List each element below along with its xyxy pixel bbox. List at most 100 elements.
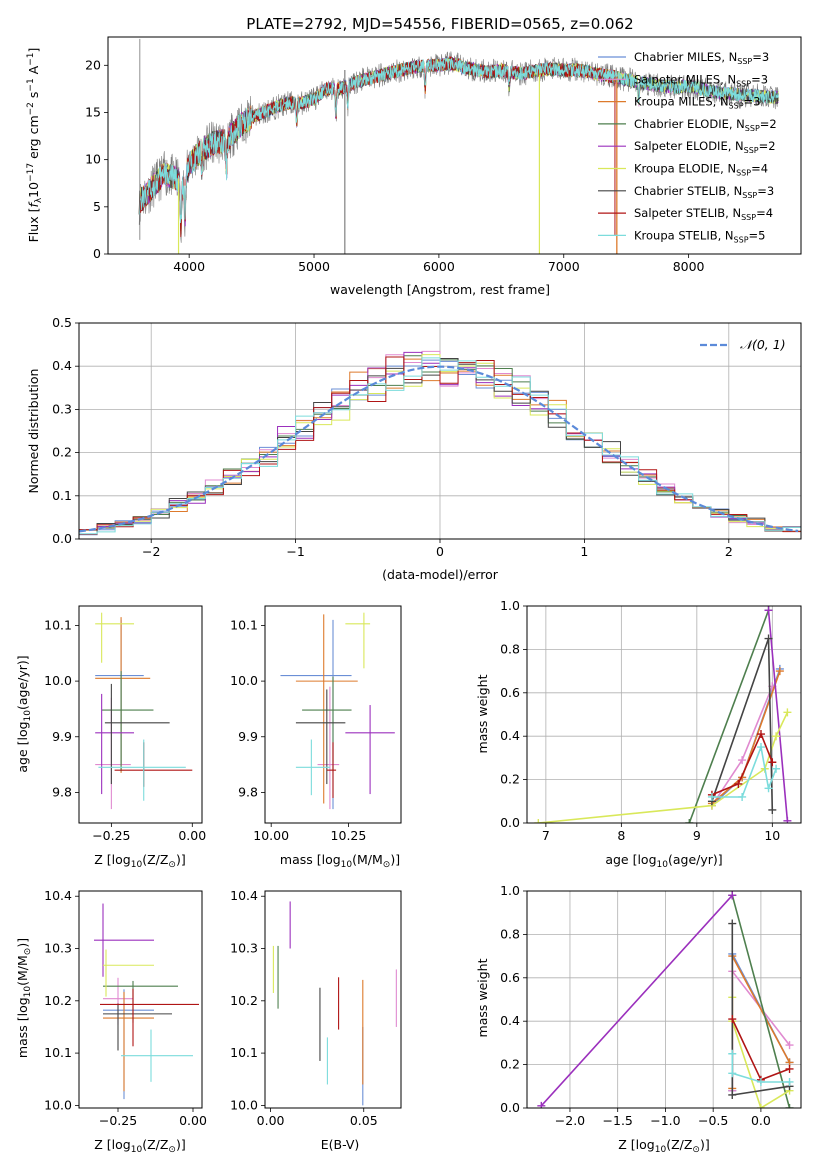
weight-marker xyxy=(785,1041,794,1050)
x-axis-label: mass [log10(M/M⊙)] xyxy=(280,852,400,870)
panel-age-vs-Z: −0.25 0.009.89.910.010.1Z [log10(Z/Z⊙)]ag… xyxy=(15,605,206,870)
x-axis-label-part: mass [log xyxy=(280,852,341,867)
weight-marker xyxy=(734,779,743,788)
legend-sub: SSP xyxy=(729,102,744,111)
y-tick-label: 0.2 xyxy=(500,1057,520,1072)
legend-label: Kroupa STELIB, NSSP=5 xyxy=(634,228,765,244)
y-tick-label: 1.0 xyxy=(500,598,520,613)
x-axis-label-part: (Z/Z xyxy=(666,1137,692,1152)
plot-area xyxy=(95,612,193,810)
y-tick-label: 0.2 xyxy=(500,772,520,787)
x-axis-label: Z [log10(Z/Z⊙)] xyxy=(94,852,185,870)
x-tick-label: 0.00 xyxy=(257,1113,285,1128)
legend-val: =4 xyxy=(751,162,768,176)
y-axis-label-part: A xyxy=(26,65,41,78)
x-axis-label-part: ⊙ xyxy=(168,860,176,870)
x-tick-label: 7 xyxy=(542,828,550,843)
y-tick-label: 10.1 xyxy=(44,617,72,632)
weight-marker xyxy=(756,1077,765,1086)
y-axis-label-part: Flux [ xyxy=(26,208,41,243)
legend-label: Salpeter ELODIE, NSSP=2 xyxy=(634,139,776,155)
axes-frame xyxy=(526,890,802,1109)
gaussian-curve xyxy=(79,365,799,533)
x-axis-label-part: 10 xyxy=(131,860,143,870)
axes-frame xyxy=(78,890,203,1109)
x-axis-label-part: 10 xyxy=(131,1145,143,1155)
y-tick-label: 10.0 xyxy=(44,1097,72,1112)
panel-mass-weight-vs-Z: −2.0 −1.5 −1.0 −0.5 0.0 0.0 0.2 0.4 0.6 0.8 1.0 Z [… xyxy=(475,883,802,1155)
x-tick-label: −1 xyxy=(286,544,304,559)
weight-marker xyxy=(772,732,781,741)
weight-marker xyxy=(534,819,543,823)
spectrum-line xyxy=(138,55,617,238)
axes-frame xyxy=(264,890,402,1109)
legend-text: Salpeter STELIB, N xyxy=(634,206,741,220)
plot-area xyxy=(138,38,779,254)
weight-marker xyxy=(785,1077,794,1086)
y-axis-label: age [log10(age/yr)] xyxy=(15,655,33,772)
y-tick-label: 0.2 xyxy=(52,445,72,460)
legend-val: =3 xyxy=(744,95,761,109)
x-axis-label: (data-model)/error xyxy=(382,567,499,582)
x-tick-label: 10 xyxy=(764,828,780,843)
weight-marker xyxy=(764,606,773,615)
y-axis-label: mass [log10(M/M⊙)] xyxy=(15,938,33,1058)
legend-sub: SSP xyxy=(741,213,756,222)
legend-val: =2 xyxy=(759,139,776,153)
y-tick-label: 10.4 xyxy=(44,888,72,903)
x-axis-label: Z [log10(Z/Z⊙)] xyxy=(618,1137,709,1155)
legend-text: Kroupa MILES, N xyxy=(634,95,729,109)
panel-mass-vs-EBV: 0.00 0.05 10.0 10.1 10.2 10.3 10.4 E(B-V) xyxy=(230,888,402,1152)
x-axis-label-part: ⊙ xyxy=(692,1145,700,1155)
legend-text: Chabrier MILES, N xyxy=(634,50,737,64)
y-tick-label: 10.3 xyxy=(44,941,72,956)
plot-area xyxy=(79,323,801,539)
legend-sub: SSP xyxy=(734,235,749,244)
y-tick-label: 0.6 xyxy=(500,970,520,985)
weight-marker xyxy=(707,792,716,801)
x-tick-label: 8000 xyxy=(673,259,705,274)
y-tick-label: 0.4 xyxy=(500,1013,520,1028)
y-axis-label-part: (M/M xyxy=(15,955,30,986)
panel-residuals: −2 −1 0 1 2 0.0 0.1 0.2 0.3 0.4 0.5 (data-model)/er… xyxy=(26,315,802,582)
y-tick-label: 0.5 xyxy=(52,315,72,330)
x-axis-label-part: )] xyxy=(176,1137,186,1152)
x-tick-label: 2 xyxy=(725,544,733,559)
y-tick-label: 0.0 xyxy=(500,815,520,830)
x-tick-label: 0.05 xyxy=(350,1113,378,1128)
legend-val: =3 xyxy=(757,184,774,198)
panel-spectrum: 4000 5000 6000 7000 8000 0 5 10 15 20 PLATE=2792, … xyxy=(26,15,802,297)
legend-label: 𝒩(0, 1) xyxy=(740,337,786,352)
axes-frame xyxy=(107,36,802,255)
x-axis-label-part: Z [log xyxy=(94,852,130,867)
weight-marker xyxy=(783,816,792,823)
x-axis-label-part: Z [log xyxy=(94,1137,130,1152)
y-tick-label: 20 xyxy=(85,57,101,72)
x-tick-label: 6000 xyxy=(423,259,455,274)
y-axis-label-part: f xyxy=(26,202,41,208)
y-tick-label: 0.3 xyxy=(52,401,72,416)
x-tick-label: 4000 xyxy=(173,259,205,274)
y-axis-label-part: λ xyxy=(34,197,44,203)
axes-frame xyxy=(78,322,802,540)
x-tick-label: 7000 xyxy=(548,259,580,274)
spectrum-line xyxy=(138,57,779,231)
x-axis-label-part: ⊙ xyxy=(383,860,391,870)
weight-line xyxy=(688,610,770,823)
y-axis-label: Normed distribution xyxy=(26,369,41,494)
x-tick-label: −1.0 xyxy=(650,1113,680,1128)
weight-marker xyxy=(768,805,777,814)
x-tick-label: 8 xyxy=(617,828,625,843)
weight-marker xyxy=(772,764,781,773)
y-tick-label: 10.0 xyxy=(230,673,258,688)
x-tick-label: −0.5 xyxy=(698,1113,728,1128)
x-tick-label: −0.25 xyxy=(92,828,130,843)
x-axis-label-part: (Z/Z xyxy=(142,1137,168,1152)
weight-marker xyxy=(728,1069,737,1078)
y-axis-label-part: 10 xyxy=(23,710,33,722)
x-axis-label-part: (M/M xyxy=(352,852,383,867)
x-tick-label: −2.0 xyxy=(555,1113,585,1128)
legend-text: Chabrier STELIB, N xyxy=(634,184,742,198)
y-tick-label: 0.8 xyxy=(500,926,520,941)
